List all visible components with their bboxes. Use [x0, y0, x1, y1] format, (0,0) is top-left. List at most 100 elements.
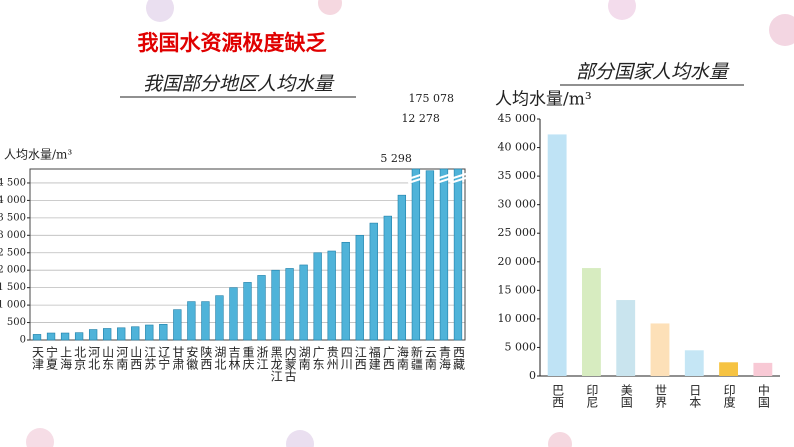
bar	[355, 235, 364, 341]
x-tick-label: 吉林	[227, 346, 241, 370]
y-tick-label: 1 000	[0, 300, 26, 311]
bar	[411, 168, 421, 341]
bar	[215, 295, 224, 341]
bar	[285, 268, 294, 341]
x-tick-label: 宁夏	[45, 345, 59, 370]
bar	[46, 332, 56, 341]
value-label: 5 298	[380, 152, 412, 165]
y-tick-label: 20 000	[498, 255, 537, 268]
x-tick-label: 陕西	[199, 345, 213, 370]
x-tick-label: 中国	[756, 383, 770, 408]
bar	[60, 332, 70, 341]
x-tick-label: 新疆	[409, 345, 423, 370]
bar	[201, 301, 210, 341]
x-tick-label: 云南	[423, 346, 437, 370]
y-tick-label: 3 500	[0, 212, 26, 223]
x-tick-label: 福建	[367, 345, 381, 371]
bar	[159, 323, 168, 341]
bar	[383, 215, 392, 341]
x-tick-label: 内蒙古	[283, 346, 297, 382]
x-tick-label: 印度	[722, 384, 736, 408]
bar	[131, 326, 140, 341]
bar	[616, 300, 636, 376]
bar	[719, 362, 738, 376]
x-tick-label: 海南	[395, 345, 409, 370]
bar	[32, 334, 42, 341]
decor	[318, 0, 342, 15]
x-tick-label: 西藏	[451, 346, 465, 371]
bar	[341, 241, 350, 341]
decor	[286, 430, 314, 447]
bar	[650, 323, 670, 376]
x-tick-label: 上海	[59, 346, 73, 370]
y-axis-label: 人均水量/m³	[4, 148, 72, 162]
bar	[88, 329, 98, 341]
y-tick-label: 40 000	[498, 141, 537, 154]
x-tick-label: 安徽	[185, 345, 199, 370]
decor	[548, 432, 572, 447]
bar	[753, 362, 773, 376]
x-tick-label: 河南	[115, 346, 129, 370]
x-tick-label: 江苏	[143, 346, 157, 370]
x-tick-label: 美国	[619, 384, 633, 408]
x-tick-label: 天津	[31, 346, 45, 370]
y-tick-label: 30 000	[498, 198, 537, 211]
bar	[425, 170, 435, 341]
chart-title: 我国部分地区人均水量	[143, 73, 335, 95]
bar	[117, 327, 126, 341]
y-tick-label: 2 500	[0, 247, 26, 258]
axis-break	[435, 173, 452, 184]
x-tick-label: 湖南	[297, 345, 311, 370]
y-tick-label: 1 500	[0, 282, 26, 293]
x-tick-label: 四川	[339, 346, 353, 370]
x-tick-label: 甘肃	[171, 346, 185, 371]
chart-title: 部分国家人均水量	[576, 61, 730, 83]
y-tick-label: 0	[20, 335, 26, 346]
x-tick-label: 浙江	[255, 346, 269, 370]
x-tick-label: 广西	[381, 346, 395, 370]
slide-title: 我国水资源极度缺乏	[138, 31, 327, 55]
axis-break	[449, 173, 467, 184]
bar	[397, 194, 407, 341]
bar	[369, 222, 378, 341]
x-tick-label: 日本	[688, 384, 702, 409]
x-tick-label: 青海	[437, 346, 451, 370]
y-tick-label: 25 000	[498, 226, 537, 239]
y-tick-label: 4 500	[0, 177, 26, 188]
bar	[243, 282, 252, 341]
y-tick-label: 45 000	[498, 112, 537, 125]
y-axis-label: 人均水量/m³	[495, 90, 592, 110]
y-tick-label: 500	[7, 317, 26, 328]
x-tick-label: 世界	[654, 384, 668, 409]
x-tick-label: 湖北	[213, 345, 227, 371]
x-tick-label: 广东	[311, 346, 325, 370]
bar	[257, 275, 266, 341]
x-tick-label: 江西	[353, 346, 367, 370]
y-tick-label: 2 000	[0, 265, 26, 276]
decor	[769, 14, 794, 46]
x-tick-label: 山东	[101, 346, 115, 370]
bar	[229, 287, 238, 341]
x-tick-label: 贵州	[325, 346, 339, 370]
bar	[453, 168, 463, 341]
bar	[145, 324, 154, 341]
y-tick-label: 0	[529, 369, 536, 382]
x-tick-label: 辽宁	[157, 346, 171, 370]
axis-break	[407, 173, 424, 184]
value-label: 175 078	[408, 92, 454, 105]
bar	[547, 134, 567, 376]
x-tick-label: 北京	[73, 346, 87, 371]
bar	[439, 168, 449, 341]
decor	[146, 0, 174, 22]
decor	[26, 428, 54, 447]
bar	[327, 250, 336, 341]
x-tick-label: 印尼	[585, 384, 599, 408]
x-tick-label: 黑龙江	[269, 346, 283, 382]
x-tick-label: 河北	[87, 346, 101, 371]
bar	[173, 309, 182, 341]
bar	[299, 264, 308, 341]
y-tick-label: 35 000	[498, 169, 537, 182]
x-tick-label: 巴西	[551, 384, 565, 408]
